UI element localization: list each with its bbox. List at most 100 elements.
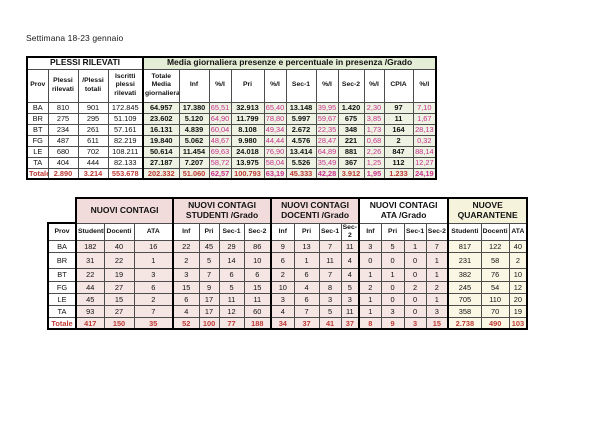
cell: 3,85: [363, 112, 385, 125]
column-header: ATA: [133, 222, 174, 241]
plessi-rilevati-table: PLESSI RILEVATI Media giornaliera presenz…: [26, 56, 438, 180]
cell: 54: [480, 280, 510, 294]
row-header: TA: [47, 304, 77, 318]
cell: 45: [75, 292, 105, 306]
cell: 2: [425, 280, 449, 294]
cell: 88,14: [412, 145, 437, 158]
row-header: LE: [26, 145, 49, 158]
cell: 15: [172, 280, 200, 294]
cell: 86: [243, 239, 272, 253]
column-header: %/I: [315, 68, 339, 103]
cell: 12,27: [412, 156, 437, 169]
data-row-BR: BR 31 22 1 2 5 14 10 6 1 11 4 0 0 0 1 231 58 2: [47, 251, 529, 269]
cell: 22: [172, 239, 200, 253]
cell: 52: [172, 316, 200, 331]
cell: 2: [270, 267, 295, 282]
cell: 11: [340, 239, 360, 253]
cell: 182: [75, 239, 105, 253]
cell: 5.120: [178, 112, 210, 125]
row-header: BA: [26, 101, 49, 114]
cell: 2: [133, 292, 174, 306]
cell: 6: [133, 280, 174, 294]
column-header: Totale Media giornaliera: [142, 68, 180, 103]
column-header: Sec-2: [337, 68, 365, 103]
cell: 12: [508, 280, 529, 294]
cell: 27: [103, 304, 135, 318]
column-header: Sec-2: [340, 222, 360, 241]
cell: 9.980: [230, 134, 265, 147]
cell: 2: [358, 280, 382, 294]
cell: 2.672: [285, 123, 317, 136]
cell: 17: [198, 304, 220, 318]
row-header: BR: [26, 112, 49, 125]
cell: 28,13: [412, 123, 437, 136]
cell: 6: [172, 292, 200, 306]
cell: 13.975: [230, 156, 265, 169]
cell: 1: [358, 267, 382, 282]
data-row-FG: FG 487 611 82.219 19.840 5.062 48,67 9.980 44,44…: [26, 134, 437, 147]
cell: 0: [380, 280, 405, 294]
cell: 810: [47, 101, 79, 114]
cell: 82.219: [107, 134, 144, 147]
cell: 4: [270, 304, 295, 318]
data-row-TA: TA 93 27 7 4 17 12 60 4 7 5 11 1 3 0 3 358 70 19: [47, 304, 529, 318]
cell: 7: [318, 267, 342, 282]
cell: 6: [293, 267, 320, 282]
cell: 358: [447, 304, 482, 318]
group-header: Media giornaliera presenze e percentuale…: [141, 56, 437, 70]
cell: 1.420: [337, 101, 365, 114]
cell: 7: [293, 304, 320, 318]
cell: 5: [340, 280, 360, 294]
group-header: NUOVI CONTAGI DOCENTI /Grado: [270, 197, 360, 224]
cell: 11: [243, 292, 272, 306]
cell: 0: [380, 292, 405, 306]
column-header: %/I: [412, 68, 437, 103]
column-header: %/I: [363, 68, 385, 103]
column-header: Inf: [358, 222, 382, 241]
cell: 110: [480, 292, 510, 306]
cell: 44,44: [263, 134, 287, 147]
cell: 3: [380, 304, 405, 318]
cell: 3.912: [337, 167, 365, 180]
column-header: Iscritti plessi rilevati: [107, 68, 144, 103]
cell: 4: [340, 251, 360, 269]
group-header: NUOVI CONTAGI STUDENTI /Grado: [172, 197, 272, 224]
data-row-BT: BT 234 261 57.161 16.131 4.839 60,04 8.108 49,34…: [26, 123, 437, 136]
cell: 20: [508, 292, 529, 306]
cell: 3: [340, 292, 360, 306]
cell: 487: [47, 134, 79, 147]
cell: 59,67: [315, 112, 339, 125]
cell: 2: [508, 251, 529, 269]
cell: 3: [172, 267, 200, 282]
cell: 10: [243, 251, 272, 269]
nuovi-contagi-table: NUOVI CONTAGI NUOVI CONTAGI STUDENTI /Gra…: [47, 197, 529, 331]
group-header: PLESSI RILEVATI: [26, 56, 144, 70]
cell: 35,49: [315, 156, 339, 169]
cell: 7: [318, 239, 342, 253]
cell: 2.890: [47, 167, 79, 180]
cell: 6: [218, 267, 245, 282]
cell: 3: [425, 304, 449, 318]
cell: 5: [198, 251, 220, 269]
column-header: Prov: [26, 68, 49, 103]
cell: 58: [480, 251, 510, 269]
group-header-row: PLESSI RILEVATI Media giornaliera presenz…: [26, 56, 437, 70]
row-header: BR: [47, 251, 77, 269]
cell: 817: [447, 239, 482, 253]
cell: 1: [403, 239, 427, 253]
cell: 7.207: [178, 156, 210, 169]
cell: 65,40: [263, 101, 287, 114]
cell: 58,04: [263, 156, 287, 169]
cell: 0,68: [363, 134, 385, 147]
cell: 231: [447, 251, 482, 269]
cell: 675: [337, 112, 365, 125]
cell: 4: [293, 280, 320, 294]
cell: 48,67: [208, 134, 232, 147]
column-header: Inf: [270, 222, 295, 241]
cell: 77: [218, 316, 245, 331]
cell: 8: [358, 316, 382, 331]
cell: 553.678: [107, 167, 144, 180]
cell: 5.062: [178, 134, 210, 147]
cell: 1,25: [363, 156, 385, 169]
row-header: BT: [26, 123, 49, 136]
